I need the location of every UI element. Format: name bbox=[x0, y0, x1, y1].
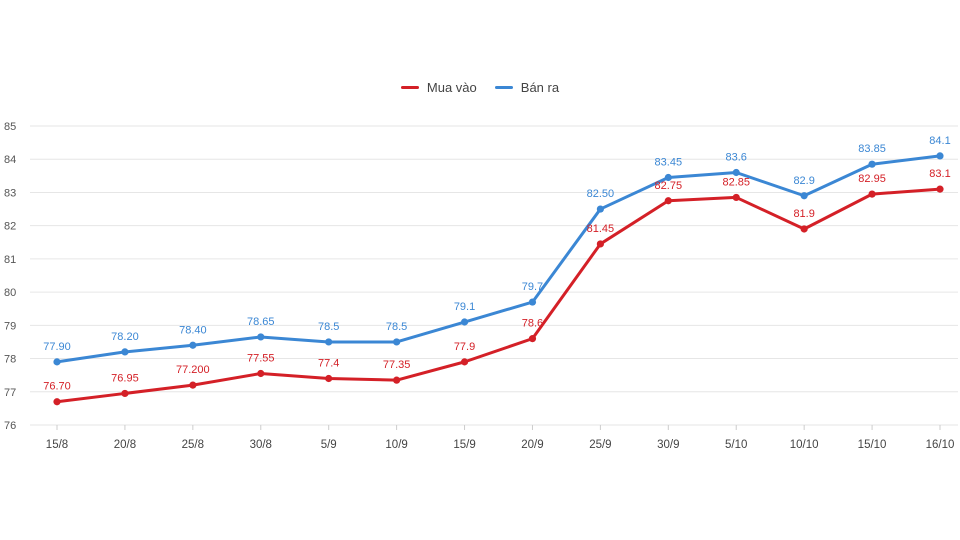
y-tick-label-82: 82 bbox=[4, 221, 16, 233]
y-tick-label-79: 79 bbox=[4, 320, 16, 332]
legend-swatch-mua-vao bbox=[400, 86, 419, 89]
data-label: 83.6 bbox=[726, 152, 747, 164]
data-point bbox=[936, 152, 944, 160]
y-axis-ticks: 76 77 78 79 80 81 82 83 84 85 bbox=[4, 121, 16, 432]
data-label: 76.70 bbox=[43, 381, 71, 393]
series-lines bbox=[55, 154, 942, 404]
data-point bbox=[189, 341, 197, 349]
data-label: 77.35 bbox=[383, 359, 411, 371]
data-label: 77.90 bbox=[43, 341, 71, 353]
x-tick-label: 20/8 bbox=[114, 439, 136, 451]
x-tick-label: 30/9 bbox=[657, 439, 679, 451]
data-label: 78.5 bbox=[318, 321, 339, 333]
data-label: 84.1 bbox=[929, 135, 950, 147]
data-label: 76.95 bbox=[111, 372, 139, 384]
y-tick-label-81: 81 bbox=[4, 254, 16, 266]
data-point bbox=[53, 358, 61, 366]
data-point bbox=[596, 205, 604, 213]
data-point bbox=[936, 185, 944, 193]
data-point bbox=[393, 376, 401, 384]
data-point bbox=[868, 190, 876, 198]
data-label: 82.75 bbox=[655, 180, 683, 192]
x-tick-label: 15/10 bbox=[858, 439, 887, 451]
data-point bbox=[868, 160, 876, 168]
legend-swatch-ban-ra bbox=[494, 86, 513, 89]
x-tick-label: 5/9 bbox=[321, 439, 337, 451]
series-points bbox=[53, 152, 944, 406]
data-point bbox=[460, 358, 469, 366]
data-label: 78.40 bbox=[179, 324, 207, 336]
x-axis-ticks: 15/8 20/8 25/8 30/8 5/9 10/9 15/9 20/9 25/9 30/9 5… bbox=[46, 425, 955, 451]
data-point bbox=[325, 374, 333, 383]
data-label: 77.9 bbox=[454, 341, 475, 353]
data-point bbox=[664, 197, 672, 205]
legend-label-ban-ra: Bán ra bbox=[520, 80, 560, 95]
data-label: 78.5 bbox=[386, 321, 407, 333]
data-point bbox=[460, 318, 469, 326]
data-point bbox=[800, 225, 808, 233]
data-point bbox=[189, 381, 197, 389]
data-point bbox=[528, 298, 537, 306]
data-label: 78.65 bbox=[247, 316, 275, 328]
data-point bbox=[393, 338, 401, 346]
x-tick-label: 30/8 bbox=[250, 439, 272, 451]
y-tick-label-83: 83 bbox=[4, 187, 16, 199]
data-point bbox=[596, 240, 604, 248]
data-point bbox=[257, 369, 265, 378]
x-tick-label: 10/9 bbox=[385, 439, 407, 451]
data-point bbox=[732, 168, 740, 177]
data-point bbox=[528, 335, 537, 343]
x-tick-label: 5/10 bbox=[725, 439, 747, 451]
x-tick-label: 10/10 bbox=[790, 439, 819, 451]
series-line-mua-vao bbox=[55, 187, 942, 404]
data-point bbox=[53, 398, 61, 406]
data-label: 77.55 bbox=[247, 353, 275, 365]
y-tick-label-77: 77 bbox=[4, 387, 16, 399]
data-labels: 76.70 76.95 77.200 77.55 77.4 77.35 77.9 78.6 81… bbox=[43, 135, 950, 393]
data-label: 83.1 bbox=[929, 168, 950, 180]
data-label: 77.200 bbox=[176, 364, 210, 376]
data-label: 77.4 bbox=[318, 357, 339, 369]
chart-legend: Mua vào Bán ra bbox=[0, 80, 960, 95]
legend-label-mua-vao: Mua vào bbox=[426, 80, 477, 95]
data-label: 82.50 bbox=[587, 188, 615, 200]
series-line-ban-ra bbox=[55, 154, 942, 364]
legend-item-mua-vao[interactable]: Mua vào bbox=[400, 80, 477, 95]
legend-item-ban-ra[interactable]: Bán ra bbox=[494, 80, 560, 95]
data-label: 81.45 bbox=[587, 223, 615, 235]
x-tick-label: 16/10 bbox=[926, 439, 955, 451]
y-tick-label-80: 80 bbox=[4, 287, 16, 299]
x-tick-label: 15/9 bbox=[453, 439, 475, 451]
y-tick-label-76: 76 bbox=[4, 420, 16, 432]
x-tick-label: 25/8 bbox=[182, 439, 204, 451]
data-point bbox=[800, 192, 808, 200]
data-label: 83.45 bbox=[655, 156, 683, 168]
data-label: 79.1 bbox=[454, 301, 475, 313]
data-point bbox=[664, 173, 672, 182]
data-label: 83.85 bbox=[858, 143, 886, 155]
data-point bbox=[121, 389, 129, 398]
data-point bbox=[257, 333, 265, 341]
x-tick-label: 15/8 bbox=[46, 439, 68, 451]
grid-lines bbox=[30, 125, 958, 426]
y-tick-label-84: 84 bbox=[4, 154, 16, 166]
data-label: 81.9 bbox=[793, 208, 814, 220]
y-tick-label-78: 78 bbox=[4, 354, 16, 366]
data-point bbox=[325, 338, 333, 346]
data-point bbox=[732, 193, 740, 202]
data-label: 82.9 bbox=[793, 175, 814, 187]
data-label: 79.7 bbox=[522, 281, 543, 293]
x-tick-label: 20/9 bbox=[521, 439, 543, 451]
y-tick-label-85: 85 bbox=[4, 121, 16, 133]
data-label: 78.20 bbox=[111, 331, 139, 343]
data-label: 82.95 bbox=[858, 173, 886, 185]
x-tick-label: 25/9 bbox=[589, 439, 611, 451]
data-label: 78.6 bbox=[522, 318, 543, 330]
data-label: 82.85 bbox=[722, 176, 750, 188]
data-point bbox=[121, 348, 129, 356]
